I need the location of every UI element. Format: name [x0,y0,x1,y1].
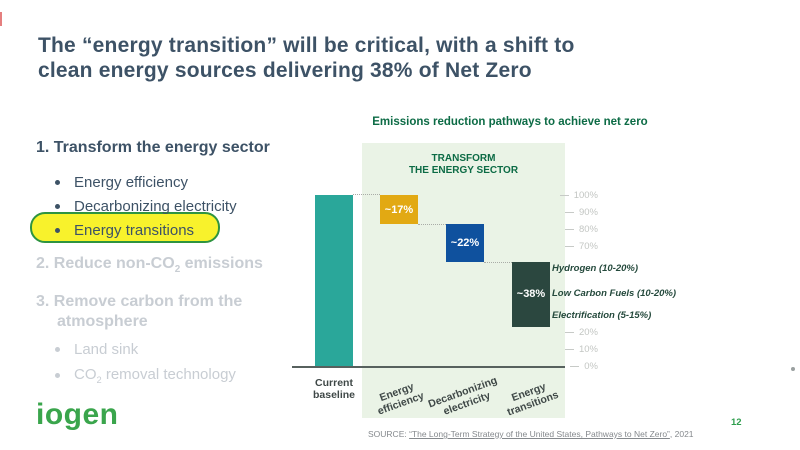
section-2-text: 2. Reduce non-CO [36,255,175,272]
y-tick-80: 80% [548,223,598,235]
bullet-icon [55,180,60,185]
bar-decarbonizing-electricity: ~22% [446,224,484,262]
edge-artifact-red [0,12,2,26]
outline-section-2-heading: 2. Reduce non-CO2 emissions [36,255,263,275]
tick-mark [559,194,569,196]
source-label: SOURCE: [368,429,410,439]
outline-section-3-heading: 3. Remove carbon from the atmosphere [36,293,243,330]
bullet-label: Decarbonizing electricity [74,198,237,215]
y-tick-100: 100% [548,189,598,201]
annotation-hydrogen: Hydrogen (10-20%) [552,263,639,274]
waterfall-connector-61 [484,262,512,263]
waterfall-connector-100 [353,194,380,195]
tick-mark [564,331,574,333]
bar-energy-transitions: ~38% [512,261,550,328]
section-2-text-suffix: emissions [180,255,263,272]
bar-value-label: ~17% [384,203,414,216]
annotation-electrification: Electrification (5-15%) [552,310,652,321]
source-link[interactable]: “The Long-Term Strategy of the United St… [409,429,670,439]
section-2-subscript: 2 [174,264,181,276]
waterfall-connector-83 [418,224,446,225]
tick-mark [570,365,580,367]
bullet-icon [55,347,60,352]
x-label-current-baseline: Current baseline [312,377,356,401]
y-tick-0: 0% [548,360,598,372]
slide-title-line2: clean energy sources delivering 38% of N… [38,59,532,82]
tick-mark [564,211,574,213]
outline-bullet-energy-transitions: Energy transitions [55,222,194,239]
outline-bullet-energy-efficiency: Energy efficiency [55,174,188,191]
bar-current-baseline [315,195,353,367]
bullet-icon [55,228,60,233]
annotation-low-carbon-fuels: Low Carbon Fuels (10-20%) [552,288,677,299]
x-axis-line [292,366,565,368]
tick-mark [564,348,574,350]
bullet-label: Energy efficiency [74,174,188,191]
slide-title: The “energy transition” will be critical… [38,33,718,83]
tick-mark [564,245,574,247]
bar-energy-efficiency: ~17% [380,195,418,225]
tick-label: 80% [578,223,598,235]
tick-label: 70% [578,240,598,252]
chart-panel-header: TRANSFORM THE ENERGY SECTOR [362,153,565,177]
bar-value-label: ~22% [450,237,480,250]
slide-title-line1: The “energy transition” will be critical… [38,34,575,57]
source-citation: SOURCE: “The Long-Term Strategy of the U… [368,429,694,439]
chart-title: Emissions reduction pathways to achieve … [372,116,648,128]
tick-label: 20% [578,326,598,338]
bullet-label: Land sink [74,341,139,358]
bullet-icon [55,204,60,209]
highlight-ellipse [30,212,220,243]
y-tick-10: 10% [548,343,598,355]
edge-artifact-dot [791,367,795,371]
panel-header-line1: TRANSFORM [431,153,496,164]
y-tick-20: 20% [548,326,598,338]
panel-header-line2: THE ENERGY SECTOR [408,165,519,176]
tick-label: 0% [584,360,598,372]
outline-bullet-decarbonizing-electricity: Decarbonizing electricity [55,198,237,215]
tick-label: 100% [573,189,598,201]
tick-label: 10% [578,343,598,355]
y-tick-90: 90% [548,206,598,218]
page-number: 12 [731,417,742,428]
y-tick-70: 70% [548,240,598,252]
bullet-label: CO2 removal technology [74,366,236,385]
bar-value-label: ~38% [516,288,546,301]
outline-section-1-heading: 1. Transform the energy sector [36,139,270,156]
source-suffix: , 2021 [669,429,694,439]
bullet-label: Energy transitions [74,222,195,239]
bullet-icon [55,373,60,378]
outline-bullet-land-sink: Land sink [55,341,138,358]
iogen-logo: iogen [36,398,119,431]
outline-bullet-co2-removal: CO2 removal technology [55,366,236,385]
tick-label: 90% [578,206,598,218]
tick-mark [564,228,574,230]
